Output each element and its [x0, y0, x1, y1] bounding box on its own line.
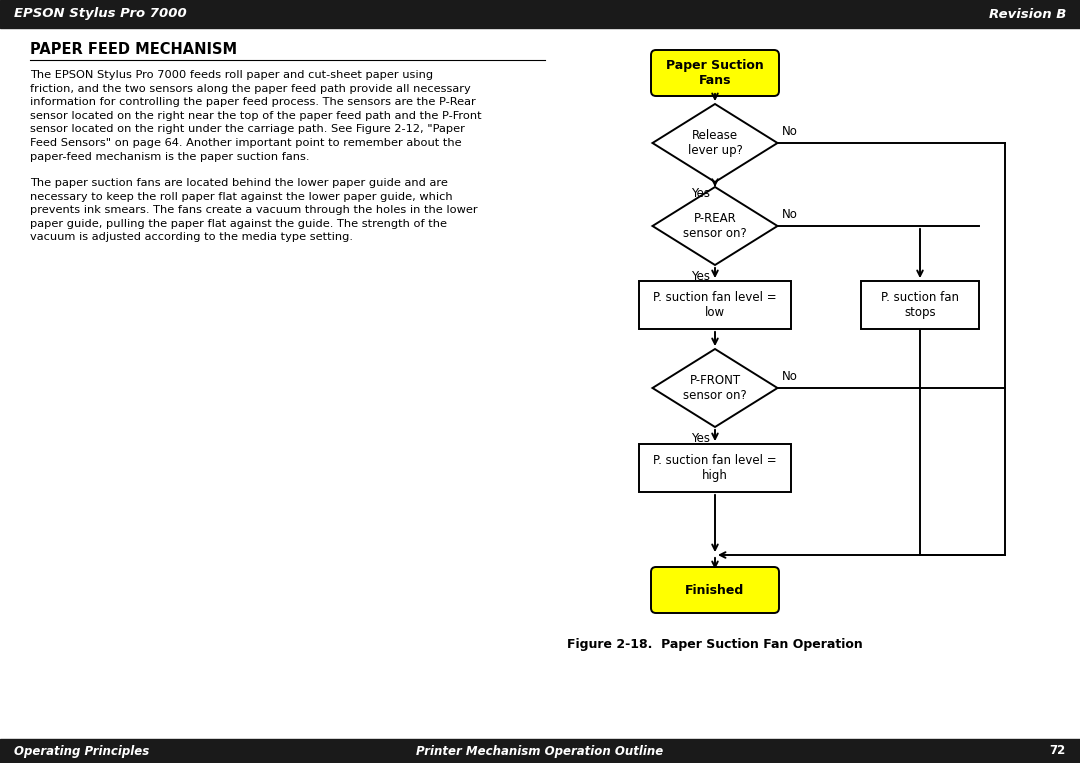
Text: Operating Principles: Operating Principles	[14, 745, 149, 758]
Polygon shape	[652, 349, 778, 427]
Text: The EPSON Stylus Pro 7000 feeds roll paper and cut-sheet paper using
friction, a: The EPSON Stylus Pro 7000 feeds roll pap…	[30, 70, 482, 162]
Bar	[861, 281, 978, 329]
Bar	[0, 0, 1080, 28]
Text: Paper Suction
Fans: Paper Suction Fans	[666, 59, 764, 87]
Text: EPSON Stylus Pro 7000: EPSON Stylus Pro 7000	[14, 8, 187, 21]
Text: Yes: Yes	[691, 270, 711, 283]
Text: PAPER FEED MECHANISM: PAPER FEED MECHANISM	[30, 42, 238, 57]
Text: Yes: Yes	[691, 187, 711, 200]
Polygon shape	[652, 187, 778, 265]
Text: No: No	[782, 370, 797, 383]
Bar	[639, 444, 791, 492]
Text: P-FRONT
sensor on?: P-FRONT sensor on?	[684, 374, 747, 402]
FancyBboxPatch shape	[651, 567, 779, 613]
Text: Revision B: Revision B	[988, 8, 1066, 21]
Text: Printer Mechanism Operation Outline: Printer Mechanism Operation Outline	[417, 745, 663, 758]
Text: P. suction fan level =
low: P. suction fan level = low	[653, 291, 777, 319]
Text: No: No	[782, 208, 797, 221]
Text: P. suction fan level =
high: P. suction fan level = high	[653, 454, 777, 482]
Text: Yes: Yes	[691, 432, 711, 445]
Text: P-REAR
sensor on?: P-REAR sensor on?	[684, 212, 747, 240]
Bar	[0, 739, 1080, 763]
Text: 72: 72	[1050, 745, 1066, 758]
FancyBboxPatch shape	[651, 50, 779, 96]
Bar	[639, 281, 791, 329]
Text: No: No	[782, 125, 797, 138]
Text: The paper suction fans are located behind the lower paper guide and are
necessar: The paper suction fans are located behin…	[30, 178, 477, 243]
Text: Finished: Finished	[686, 584, 744, 597]
Polygon shape	[652, 104, 778, 182]
Text: Figure 2-18.  Paper Suction Fan Operation: Figure 2-18. Paper Suction Fan Operation	[567, 638, 863, 651]
Text: Release
lever up?: Release lever up?	[688, 129, 742, 157]
Text: P. suction fan
stops: P. suction fan stops	[881, 291, 959, 319]
